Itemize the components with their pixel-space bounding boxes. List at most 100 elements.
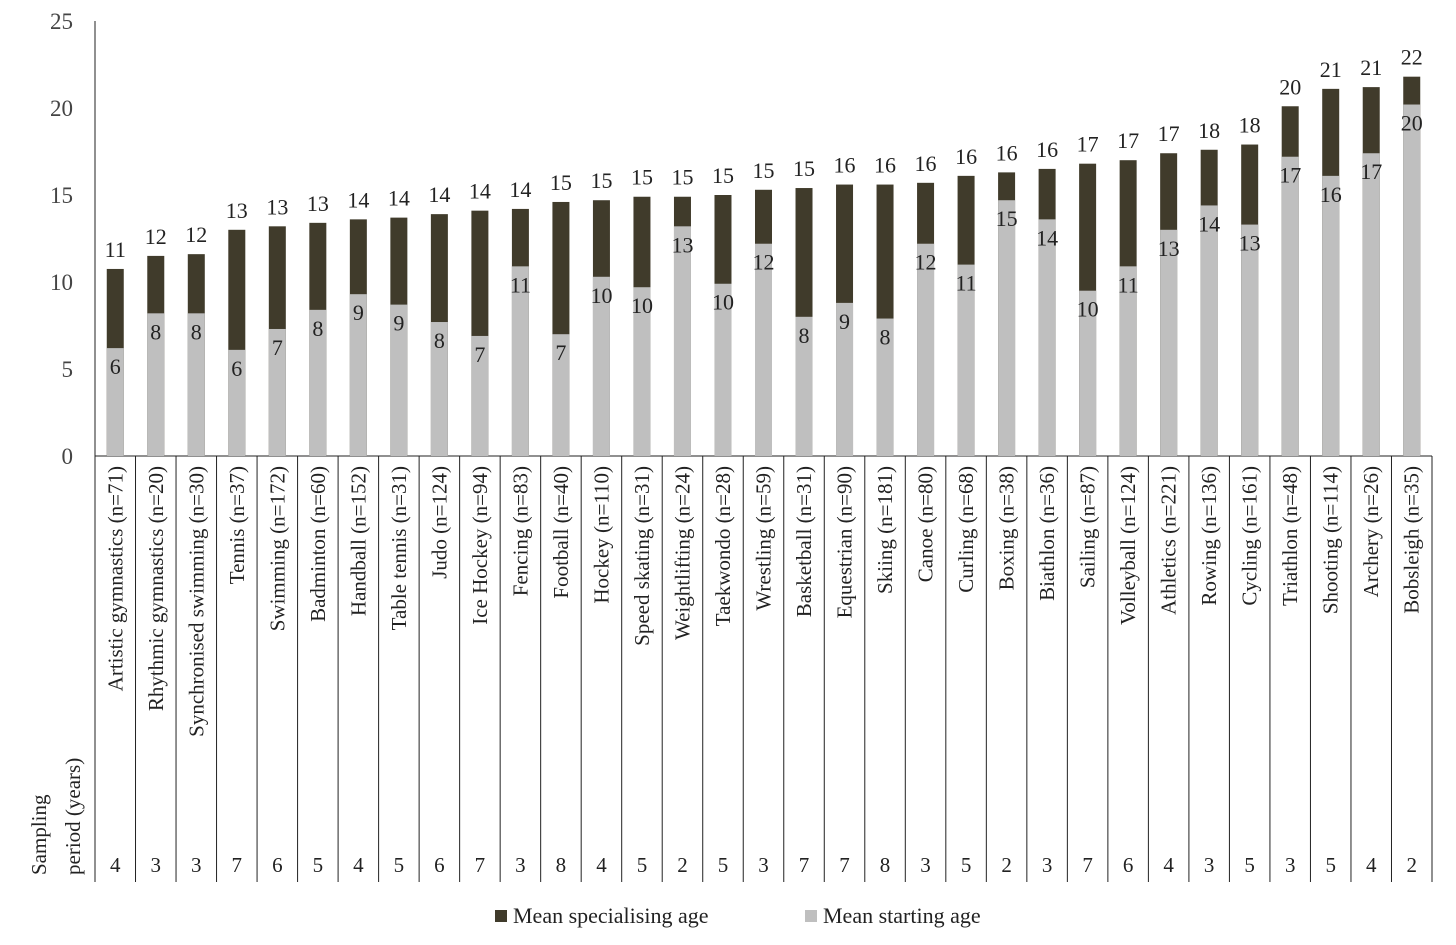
bar [1241,224,1259,456]
data-label: 14 [469,179,491,204]
x-tick-label: Taekwondo (n=28) [711,466,735,626]
bar [430,322,448,456]
y-tick-label: 25 [50,9,73,34]
data-label: 16 [834,153,856,178]
sampling-value: 3 [1204,853,1215,877]
x-tick-label: Biathlon (n=36) [1035,466,1059,601]
bar [755,243,772,456]
data-label: 17 [1077,132,1099,157]
data-label: 16 [874,153,896,178]
x-tick-label: Football (n=40) [549,466,573,599]
x-tick-label: Curling (n=68) [954,466,978,593]
bar [1322,175,1340,457]
data-label: 14 [1198,211,1220,236]
data-label: 7 [555,340,566,365]
data-label: 11 [955,271,976,296]
data-label: 16 [1320,182,1342,207]
data-label: 14 [347,187,369,212]
data-label: 8 [799,323,810,348]
x-tick-label: Table tennis (n=31) [387,466,411,630]
data-label: 16 [1036,137,1058,162]
bar [471,335,489,456]
data-label: 8 [191,319,202,344]
bar [714,283,732,456]
sampling-value: 7 [799,853,810,877]
sampling-value: 3 [1042,853,1053,877]
data-label: 10 [631,293,653,318]
bar [998,200,1016,456]
data-label: 22 [1401,45,1423,70]
data-label: 13 [266,194,288,219]
x-tick-label: Cycling (n=161) [1238,466,1262,606]
sampling-value: 5 [961,853,972,877]
data-label: 13 [1158,236,1180,261]
data-label: 15 [590,168,612,193]
data-label: 17 [1158,121,1180,146]
x-tick-label: Wrestling (n=59) [752,466,776,611]
data-label: 15 [996,206,1018,231]
data-label: 14 [428,182,450,207]
bar [147,313,165,456]
data-label: 13 [307,191,329,216]
bar [957,264,975,456]
x-tick-label: Athletics (n=221) [1157,466,1181,615]
sampling-value: 6 [434,853,445,877]
sampling-value: 4 [353,853,364,877]
sampling-value: 3 [920,853,931,877]
x-tick-label: Hockey (n=110) [589,466,613,604]
sampling-value: 2 [1001,853,1012,877]
x-tick-label: Tennis (n=37) [225,466,249,584]
sampling-value: 7 [232,853,243,877]
bar [795,316,813,456]
bar [673,226,691,456]
bar [1160,229,1178,456]
bar [1038,219,1056,456]
sampling-value: 8 [880,853,891,877]
data-label: 18 [1239,113,1261,138]
sampling-value: 7 [475,853,486,877]
sampling-value: 5 [637,853,648,877]
sampling-value: 3 [515,853,526,877]
x-tick-label: Equestrian (n=90) [833,466,857,618]
data-label: 7 [474,342,485,367]
data-label: 14 [388,186,410,211]
bar [187,313,205,456]
data-label: 16 [955,144,977,169]
sampling-value: 5 [718,853,729,877]
data-label: 11 [1118,272,1139,297]
x-tick-label: Archery (n=26) [1359,466,1383,597]
sampling-value: 5 [1325,853,1336,877]
bar [552,334,570,456]
data-label: 6 [231,356,242,381]
data-label: 21 [1320,57,1342,82]
x-tick-label: Badminton (n=60) [306,466,330,622]
data-label: 6 [110,354,121,379]
sampling-value: 5 [1244,853,1255,877]
data-label: 13 [226,198,248,223]
data-label: 10 [712,290,734,315]
x-tick-label: Shooting (n=114) [1319,466,1343,614]
x-tick-label: Artistic gymnastics (n=71) [103,466,127,691]
bar [1079,290,1097,456]
data-label: 15 [712,163,734,188]
x-tick-label: Weightlifting (n=24) [670,466,694,640]
x-tick-label: Volleyball (n=124) [1116,466,1140,625]
data-label: 11 [510,272,531,297]
data-label: 9 [393,311,404,336]
x-tick-label: Speed skating (n=31) [630,466,654,646]
sampling-value: 8 [556,853,567,877]
bar [390,304,408,456]
data-label: 12 [753,250,775,275]
sampling-value: 4 [110,853,121,877]
sampling-value: 4 [1366,853,1377,877]
x-tick-label: Bobsleigh (n=35) [1400,466,1424,614]
bar [106,348,124,456]
bar [1403,104,1421,457]
sampling-value: 7 [839,853,850,877]
bar [633,287,651,456]
data-label: 12 [145,224,167,249]
legend-swatch [495,910,507,922]
y-tick-label: 15 [50,183,73,208]
data-label: 16 [915,151,937,176]
legend-swatch [805,910,817,922]
